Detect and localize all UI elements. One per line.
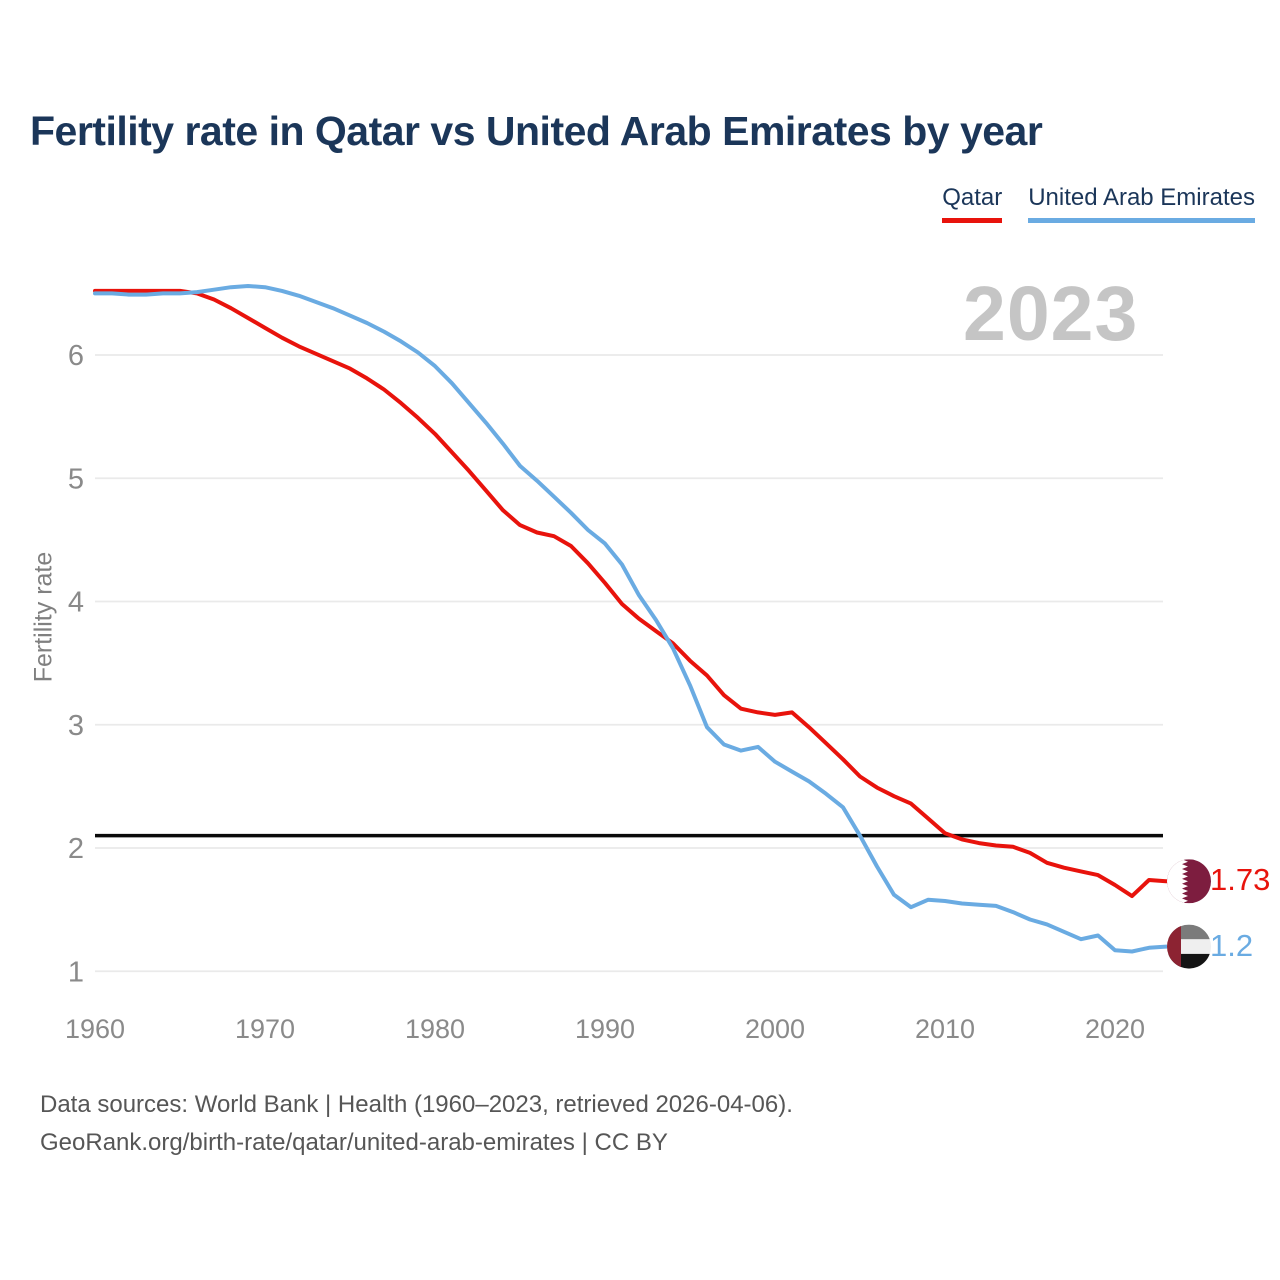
legend-label-uae: United Arab Emirates xyxy=(1028,184,1255,211)
legend-item-qatar[interactable]: Qatar xyxy=(942,184,1003,223)
y-axis-title: Fertility rate xyxy=(29,551,58,683)
series-line-qatar[interactable] xyxy=(93,288,1174,899)
chart-title: Fertility rate in Qatar vs United Arab E… xyxy=(30,108,1043,154)
uae-flag-icon xyxy=(1167,924,1211,969)
y-tick-label-4: 4 xyxy=(68,587,84,619)
plot-area: 1 2 3 4 5 6 1960 1970 1980 1990 2000 2010 2020 xyxy=(65,284,1211,1044)
footer: Data sources: World Bank | Health (1960–… xyxy=(40,1086,793,1162)
x-tick-label-1990: 1990 xyxy=(575,1014,635,1044)
y-tick-label-5: 5 xyxy=(68,463,84,495)
legend-item-uae[interactable]: United Arab Emirates xyxy=(1028,184,1255,223)
y-tick-label-3: 3 xyxy=(68,710,84,742)
y-tick-label-1: 1 xyxy=(68,956,84,988)
watermark-year: 2023 xyxy=(963,271,1139,357)
legend: Qatar United Arab Emirates xyxy=(942,184,1255,223)
x-tick-label-2000: 2000 xyxy=(745,1014,805,1044)
qatar-end-value: 1.73 xyxy=(1210,862,1271,897)
legend-label-qatar: Qatar xyxy=(942,184,1003,211)
x-tick-label-1970: 1970 xyxy=(235,1014,295,1044)
footer-attribution-line: GeoRank.org/birth-rate/qatar/united-arab… xyxy=(40,1129,668,1156)
qatar-flag-icon xyxy=(1167,859,1211,904)
uae-end-value: 1.2 xyxy=(1210,928,1254,963)
x-tick-label-2010: 2010 xyxy=(915,1014,975,1044)
x-tick-label-1960: 1960 xyxy=(65,1014,125,1044)
footer-source-line: Data sources: World Bank | Health (1960–… xyxy=(40,1091,793,1118)
series-line-uae[interactable] xyxy=(93,284,1174,954)
x-tick-label-2020: 2020 xyxy=(1085,1014,1145,1044)
y-tick-label-2: 2 xyxy=(68,833,84,865)
x-tick-label-1980: 1980 xyxy=(405,1014,465,1044)
y-tick-label-6: 6 xyxy=(68,340,84,372)
